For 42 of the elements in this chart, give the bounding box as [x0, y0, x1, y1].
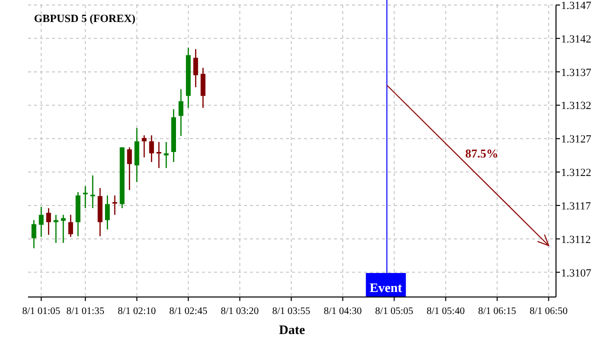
y-tick-label: 1.3147: [561, 0, 592, 12]
candlestick: [149, 134, 154, 163]
candlestick: [156, 141, 162, 169]
x-tick-label: 8/1 04:30: [324, 306, 362, 317]
x-tick-label: 8/1 01:05: [22, 306, 60, 317]
x-axis-title: Date: [279, 322, 306, 337]
y-tick-label: 1.3117: [561, 200, 592, 212]
x-tick-label: 8/1 02:10: [118, 306, 156, 317]
candlestick: [68, 214, 74, 238]
candlestick: [178, 88, 184, 137]
candlestick: [200, 67, 206, 108]
candlestick: [142, 134, 147, 158]
x-tick-label: 8/1 01:35: [66, 306, 104, 317]
x-tick-label: 8/1 03:55: [272, 306, 310, 317]
x-tick-label: 8/1 05:40: [426, 306, 465, 317]
candlestick: [127, 146, 132, 191]
text: GBPUSD 5 (FOREX): [34, 13, 136, 25]
x-tick-label: 8/1 03:20: [220, 306, 259, 317]
y-tick-label: 1.3107: [561, 267, 592, 280]
x-tick-label: 8/1 06:15: [478, 306, 516, 317]
y-tick-label: 1.3122: [561, 167, 592, 180]
x-tick-label: 8/1 05:05: [375, 306, 414, 317]
annotation: 87.5%: [465, 146, 498, 160]
candlestick: [105, 194, 110, 230]
candlestick: [164, 141, 169, 169]
y-tick-label: 1.3127: [561, 134, 592, 146]
candlestick: [82, 185, 88, 209]
x-tick-label: 8/1 06:50: [530, 306, 568, 317]
x-tick-label: 8/1 02:45: [169, 306, 208, 317]
candlestick: [112, 194, 118, 216]
candlestick: [60, 214, 66, 244]
candlestick: [90, 174, 96, 209]
ref-line-label: Event: [370, 280, 403, 295]
candlestick: [193, 48, 198, 88]
candlestick: [54, 214, 58, 244]
y-tick-label: 1.3142: [561, 33, 592, 46]
y-tick-label: 1.3132: [561, 100, 592, 112]
candlestick: [38, 206, 44, 238]
y-tick-label: 1.3112: [561, 234, 591, 246]
candlestick: [31, 220, 36, 249]
y-tick-label: 1.3137: [561, 66, 592, 79]
candlestick: [46, 208, 51, 236]
